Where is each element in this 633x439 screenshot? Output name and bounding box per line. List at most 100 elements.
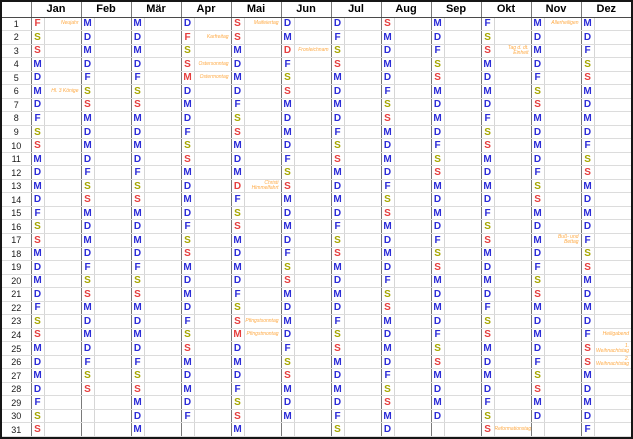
holiday-name — [293, 355, 332, 370]
weekday-letter: S — [380, 206, 395, 221]
weekday-letter: S — [430, 247, 445, 262]
holiday-name — [243, 341, 282, 356]
holiday-name: Reformationstag — [493, 422, 532, 437]
weekday-letter: S — [480, 138, 495, 153]
holiday-name — [593, 30, 631, 45]
holiday-name — [143, 341, 181, 356]
weekday-letter: D — [580, 287, 595, 302]
weekday-letter: S — [380, 382, 395, 397]
holiday-name — [443, 84, 482, 99]
holiday-name — [243, 138, 282, 153]
weekday-letter: M — [230, 71, 245, 86]
weekday-letter: M — [480, 84, 495, 99]
month-header-jun: Jun — [280, 2, 332, 18]
holiday-name — [443, 206, 482, 221]
holiday-name — [293, 30, 332, 45]
holiday-name — [543, 44, 582, 59]
holiday-name — [193, 409, 232, 424]
weekday-letter: M — [180, 260, 194, 275]
calendar-row: 29 F M D S D D S M F M M — [2, 395, 631, 410]
weekday-letter: S — [480, 233, 495, 248]
weekday-letter: M — [580, 368, 595, 383]
weekday-letter: M — [380, 341, 395, 356]
weekday-letter: S — [430, 57, 445, 72]
holiday-name — [543, 219, 582, 234]
holiday-name — [393, 301, 432, 316]
weekday-letter: M — [30, 152, 44, 167]
holiday-name — [243, 71, 282, 86]
day-number: 12 — [2, 165, 32, 180]
weekday-letter: F — [430, 138, 445, 153]
weekday-letter: D — [230, 84, 245, 99]
weekday-letter: M — [380, 57, 395, 72]
holiday-name — [343, 328, 382, 343]
holiday-name — [393, 274, 432, 289]
weekday-letter: M — [180, 71, 194, 86]
day-number: 18 — [2, 247, 32, 262]
weekday-letter — [80, 395, 94, 410]
weekday-letter: D — [430, 192, 445, 207]
holiday-name — [293, 111, 332, 126]
weekday-letter: F — [330, 125, 345, 140]
holiday-name — [243, 84, 282, 99]
holiday-name — [343, 233, 382, 248]
holiday-name — [93, 57, 131, 72]
holiday-name — [143, 17, 181, 32]
weekday-letter: S — [480, 44, 495, 59]
weekday-letter: M — [130, 395, 144, 410]
day-number: 26 — [2, 355, 32, 370]
holiday-name — [393, 138, 432, 153]
holiday-name — [243, 219, 282, 234]
holiday-name — [43, 422, 81, 437]
weekday-letter: S — [30, 422, 44, 437]
day-number: 29 — [2, 395, 32, 410]
weekday-letter: M — [430, 179, 445, 194]
holiday-name — [93, 165, 131, 180]
holiday-name — [293, 287, 332, 302]
holiday-name — [193, 395, 232, 410]
holiday-name — [343, 165, 382, 180]
weekday-letter: D — [430, 30, 445, 45]
holiday-name — [343, 341, 382, 356]
weekday-letter: F — [80, 355, 94, 370]
holiday-name — [493, 233, 532, 248]
holiday-name — [243, 192, 282, 207]
weekday-letter: D — [30, 165, 44, 180]
weekday-letter: M — [230, 422, 245, 437]
holiday-name — [43, 314, 81, 329]
weekday-letter: D — [480, 98, 495, 113]
holiday-name — [43, 368, 81, 383]
holiday-name — [443, 17, 482, 32]
holiday-name — [143, 98, 181, 113]
weekday-letter: D — [280, 44, 295, 59]
weekday-letter: S — [130, 368, 144, 383]
holiday-name — [493, 98, 532, 113]
holiday-name — [243, 247, 282, 262]
holiday-name — [193, 274, 232, 289]
weekday-letter: F — [30, 111, 44, 126]
weekday-letter: S — [330, 57, 345, 72]
holiday-name — [243, 165, 282, 180]
holiday-name — [593, 274, 631, 289]
weekday-letter: S — [530, 368, 545, 383]
weekday-letter: D — [330, 17, 345, 32]
holiday-name — [193, 355, 232, 370]
holiday-name — [243, 44, 282, 59]
weekday-letter: F — [180, 409, 194, 424]
weekday-letter — [80, 422, 94, 437]
weekday-letter: M — [280, 219, 295, 234]
holiday-name — [443, 30, 482, 45]
holiday-name — [343, 30, 382, 45]
holiday-name — [393, 328, 432, 343]
holiday-name — [443, 341, 482, 356]
weekday-letter: F — [580, 233, 595, 248]
weekday-letter: D — [80, 152, 94, 167]
weekday-letter: D — [230, 152, 245, 167]
weekday-letter: D — [380, 260, 395, 275]
holiday-name — [43, 57, 81, 72]
weekday-letter: M — [80, 301, 94, 316]
weekday-letter: D — [480, 382, 495, 397]
holiday-name — [93, 368, 131, 383]
holiday-name — [393, 98, 432, 113]
weekday-letter: M — [380, 219, 395, 234]
